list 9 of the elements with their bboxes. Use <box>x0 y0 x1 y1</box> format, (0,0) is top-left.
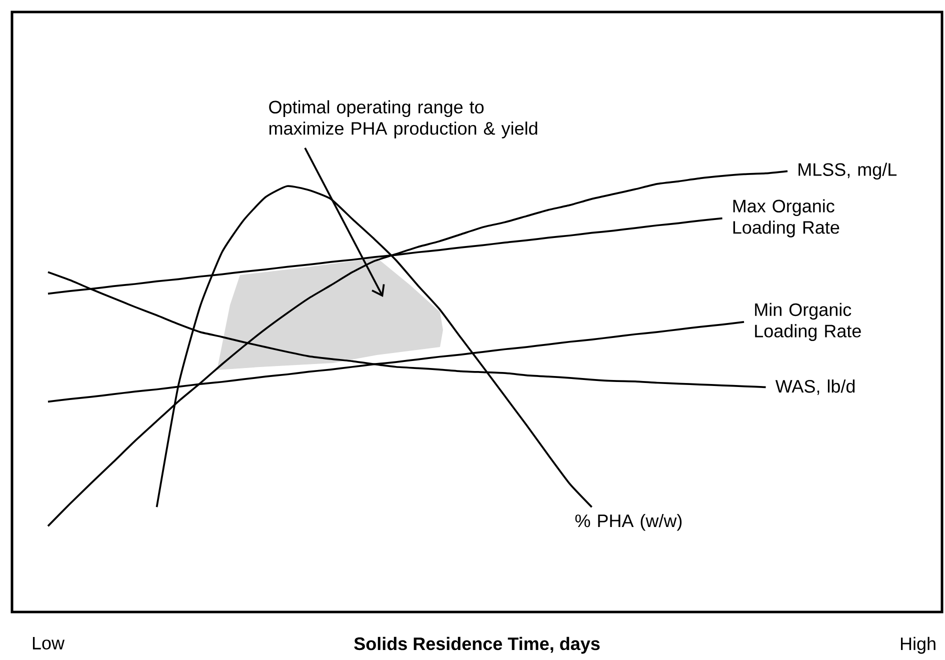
x-tick-label: Low <box>32 636 65 650</box>
x-tick-label: High <box>900 636 936 654</box>
series-label: Min Organic Loading Rate <box>755 302 861 341</box>
series-label: % PHA (w/w) <box>575 514 682 531</box>
series-label: WAS, lb/d <box>775 379 855 395</box>
series-label: MLSS, mg/L <box>798 162 897 180</box>
series-label: Max Organic Loading Rate <box>733 199 840 238</box>
text: Optimal operating range to maximize PHA production & yield <box>269 100 538 138</box>
x-axis-title: Solids Residence Time, days <box>354 636 600 654</box>
